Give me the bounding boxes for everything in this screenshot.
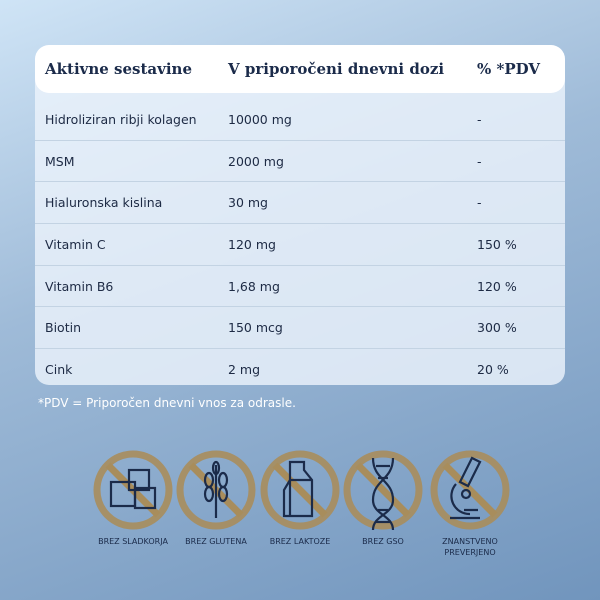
table-cell: MSM <box>45 153 75 169</box>
table-cell: 1,68 mg <box>228 278 280 294</box>
table-cell: Hialuronska kislina <box>45 195 163 211</box>
badge-icon <box>180 454 252 526</box>
ingredients-table: Aktivne sestavine V priporočeni dnevni d… <box>35 45 565 385</box>
badge-label: BREZ GSO <box>362 537 404 546</box>
table-row: Biotin 150 mcg 300 % <box>35 306 565 348</box>
table-cell: - <box>477 111 482 127</box>
header-cell: V priporočeni dnevni dozi <box>228 60 445 78</box>
badges: BREZ SLADKORJA BREZ GLUTENA BREZ LAKTOZE BR… <box>0 445 600 557</box>
table-cell: 2000 mg <box>228 153 284 169</box>
table-cell: 120 % <box>477 278 517 294</box>
table-cell: Cink <box>45 361 73 377</box>
badge-label: BREZ SLADKORJA <box>98 537 168 546</box>
table-cell: - <box>477 153 482 169</box>
table-row: Hialuronska kislina 30 mg - <box>35 181 565 223</box>
badge-icon <box>97 454 169 526</box>
table-cell: 10000 mg <box>228 111 292 127</box>
badge-label: BREZ GLUTENA <box>185 537 247 546</box>
table-row: Vitamin C 120 mg 150 % <box>35 223 565 265</box>
badge-label: BREZ LAKTOZE <box>270 537 331 546</box>
table-cell: Hidroliziran ribji kolagen <box>45 111 197 127</box>
table-cell: 150 % <box>477 236 517 252</box>
table-row: Vitamin B6 1,68 mg 120 % <box>35 264 565 307</box>
table-row: Cink 2 mg 20 % <box>35 348 565 385</box>
table-cell: Vitamin C <box>45 236 106 252</box>
badge-icon <box>347 454 419 531</box>
badge-icon <box>264 454 336 526</box>
header-cell: % *PDV <box>477 60 540 78</box>
table-cell: 120 mg <box>228 236 276 252</box>
table-cell: 300 % <box>477 320 517 336</box>
badge-label: PREVERJENO <box>444 548 495 557</box>
table-cell: - <box>477 195 482 211</box>
table-row: Hidroliziran ribji kolagen 10000 mg - <box>35 99 565 140</box>
badge-label: ZNANSTVENO <box>442 537 498 546</box>
table-cell: 20 % <box>477 361 509 377</box>
table-row: MSM 2000 mg - <box>35 139 565 182</box>
table-cell: 30 mg <box>228 195 268 211</box>
badge-icon <box>434 454 506 526</box>
table-header: Aktivne sestavine V priporočeni dnevni d… <box>35 45 565 93</box>
table-body: Hidroliziran ribji kolagen 10000 mg - MSM 20… <box>35 93 565 385</box>
table-cell: 2 mg <box>228 361 261 377</box>
table-cell: Vitamin B6 <box>45 278 114 294</box>
footnote: *PDV = Priporočen dnevni vnos za odrasle… <box>38 396 296 410</box>
table-cell: Biotin <box>45 320 81 336</box>
table-cell: 150 mcg <box>228 320 283 336</box>
header-cell: Aktivne sestavine <box>45 60 192 78</box>
